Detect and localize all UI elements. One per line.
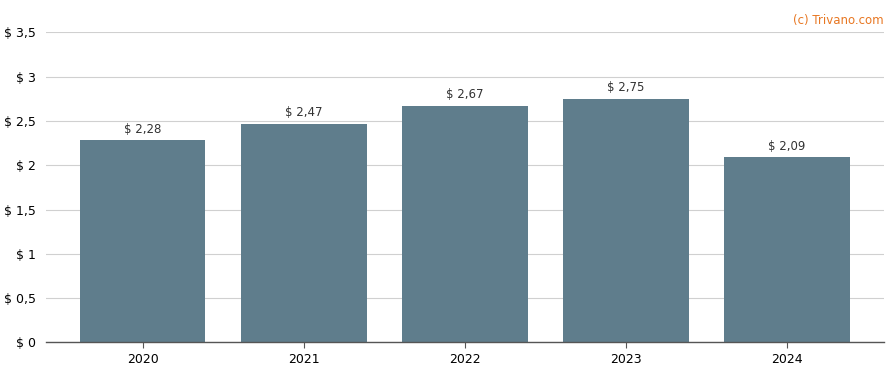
Text: $ 2,75: $ 2,75 (607, 81, 645, 94)
Bar (80, 141, 205, 342)
Bar (402, 106, 527, 342)
Text: $ 2,28: $ 2,28 (124, 123, 162, 136)
Bar (725, 157, 850, 342)
Bar (563, 99, 689, 342)
Bar (241, 124, 367, 342)
Text: (c) Trivano.com: (c) Trivano.com (793, 14, 884, 27)
Text: $ 2,67: $ 2,67 (446, 88, 484, 101)
Text: $ 2,09: $ 2,09 (768, 140, 805, 153)
Text: $ 2,47: $ 2,47 (285, 106, 322, 119)
